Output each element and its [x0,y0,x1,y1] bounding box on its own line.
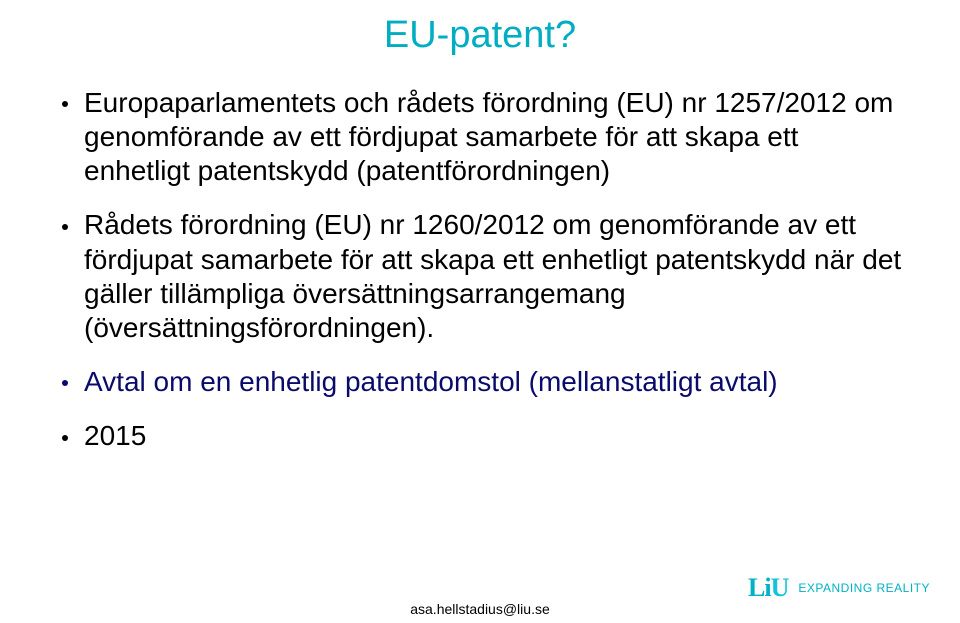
slide-title: EU-patent? [0,14,960,57]
slide: EU-patent? Europaparlamentets och rådets… [0,0,960,623]
logo-icon: LiU [748,573,788,603]
footer-email: asa.hellstadius@liu.se [0,601,960,617]
bullet-dot-icon [62,380,68,386]
logo-tagline: EXPANDING REALITY [798,581,930,595]
bullet-text: Europaparlamentets och rådets förordning… [84,87,893,186]
footer-logo: LiU EXPANDING REALITY [748,573,930,603]
bullet-dot-icon [62,224,68,230]
bullet-text: Rådets förordning (EU) nr 1260/2012 om g… [84,209,901,342]
bullet-item: Europaparlamentets och rådets förordning… [62,86,902,188]
bullet-text: 2015 [84,420,146,451]
bullet-text: Avtal om en enhetlig patentdomstol (mell… [84,366,778,397]
bullet-item: Rådets förordning (EU) nr 1260/2012 om g… [62,208,902,345]
bullet-list: Europaparlamentets och rådets förordning… [62,86,902,473]
bullet-item: Avtal om en enhetlig patentdomstol (mell… [62,365,902,399]
bullet-dot-icon [62,435,68,441]
logo-part1: Li [748,573,771,602]
logo-part2: U [771,573,789,602]
bullet-item: 2015 [62,419,902,453]
bullet-dot-icon [62,101,68,107]
